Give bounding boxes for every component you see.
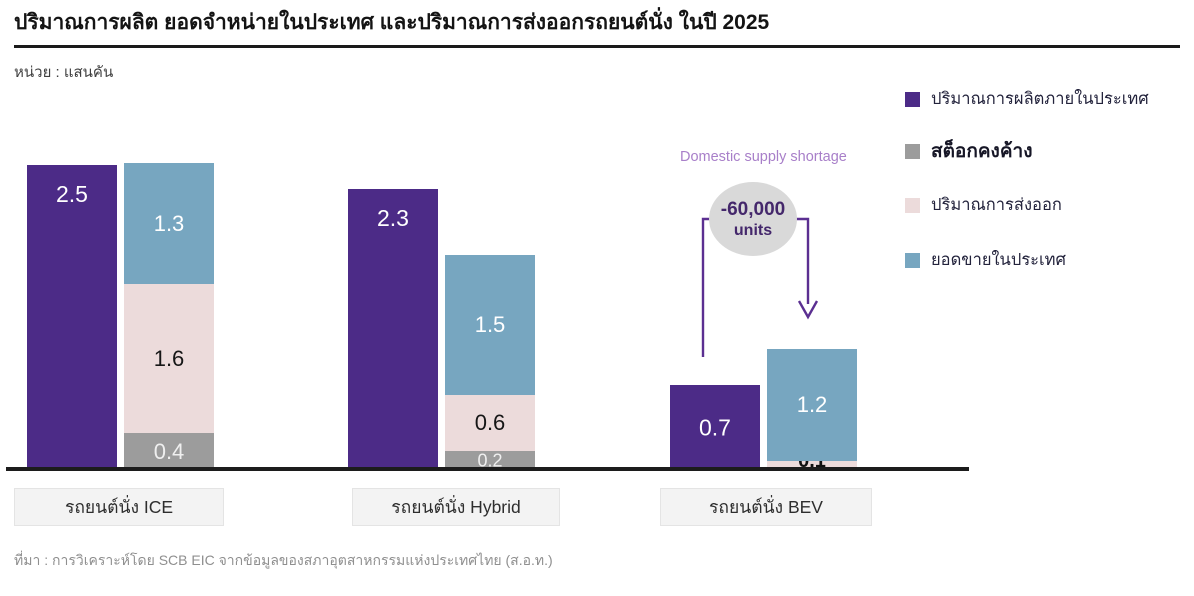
legend: ปริมาณการผลิตภายในประเทศ สต็อกคงค้าง ปริ… <box>905 86 1149 273</box>
legend-item-production: ปริมาณการผลิตภายในประเทศ <box>905 86 1149 112</box>
legend-item-domestic-sales: ยอดขายในประเทศ <box>905 247 1149 273</box>
stack-segment-export: 1.6 <box>124 284 214 433</box>
bar-value-label: 1.6 <box>153 345 185 371</box>
chart-title: ปริมาณการผลิต ยอดจำหน่ายในประเทศ และปริม… <box>14 11 770 34</box>
stack-segment-export: 0.6 <box>445 395 535 451</box>
stack-segment-domestic_sales: 1.5 <box>445 255 535 395</box>
legend-item-export: ปริมาณการส่งออก <box>905 192 1149 218</box>
bar-value-label: 0.4 <box>153 438 185 464</box>
bar-value-label: 1.3 <box>153 210 185 236</box>
annotation-title: Domestic supply shortage <box>680 149 847 165</box>
legend-item-stock: สต็อกคงค้าง <box>905 136 1149 166</box>
export-swatch-icon <box>905 197 920 213</box>
stack-segment-stock: 0.4 <box>124 433 214 470</box>
stack-segment-stock: 0.2 <box>445 450 535 470</box>
bar-value-label: 0.7 <box>699 414 731 440</box>
domestic-sales-swatch-icon <box>905 252 920 268</box>
bar-value-label: 2.3 <box>377 205 409 231</box>
stock-swatch-icon <box>905 143 920 159</box>
production-swatch-icon <box>905 91 920 107</box>
shortage-unit: units <box>733 221 773 239</box>
stack-segment-domestic_sales: 1.3 <box>124 163 214 284</box>
legend-label: สต็อกคงค้าง <box>931 141 1033 162</box>
source-note: ที่มา : การวิเคราะห์โดย SCB EIC จากข้อมู… <box>14 552 553 568</box>
chart-header: ปริมาณการผลิต ยอดจำหน่ายในประเทศ และปริม… <box>14 8 1180 48</box>
category-label-hybrid: รถยนต์นั่ง Hybrid <box>352 488 560 526</box>
shortage-value: -60,000 <box>720 198 786 220</box>
legend-label: ยอดขายในประเทศ <box>931 251 1067 269</box>
production-bar: 2.3 <box>348 189 438 470</box>
bar-value-label: 0.6 <box>474 410 506 435</box>
stack-segment-domestic_sales: 1.2 <box>767 349 857 461</box>
category-label-ice: รถยนต์นั่ง ICE <box>14 488 224 526</box>
bar-value-label: 2.5 <box>56 181 88 207</box>
bar-value-label: 1.5 <box>474 312 506 337</box>
bar-value-label: 1.2 <box>796 392 828 417</box>
production-bar: 2.5 <box>27 165 117 470</box>
production-bar: 0.7 <box>670 385 760 470</box>
legend-label: ปริมาณการส่งออก <box>931 196 1062 214</box>
x-axis-line <box>6 467 969 471</box>
bar-value-label: 0.2 <box>477 450 503 470</box>
unit-label: หน่วย : แสนคัน <box>14 64 114 81</box>
shortage-bubble: -60,000 units <box>709 182 797 256</box>
category-label-bev: รถยนต์นั่ง BEV <box>660 488 872 526</box>
legend-label: ปริมาณการผลิตภายในประเทศ <box>931 90 1149 108</box>
